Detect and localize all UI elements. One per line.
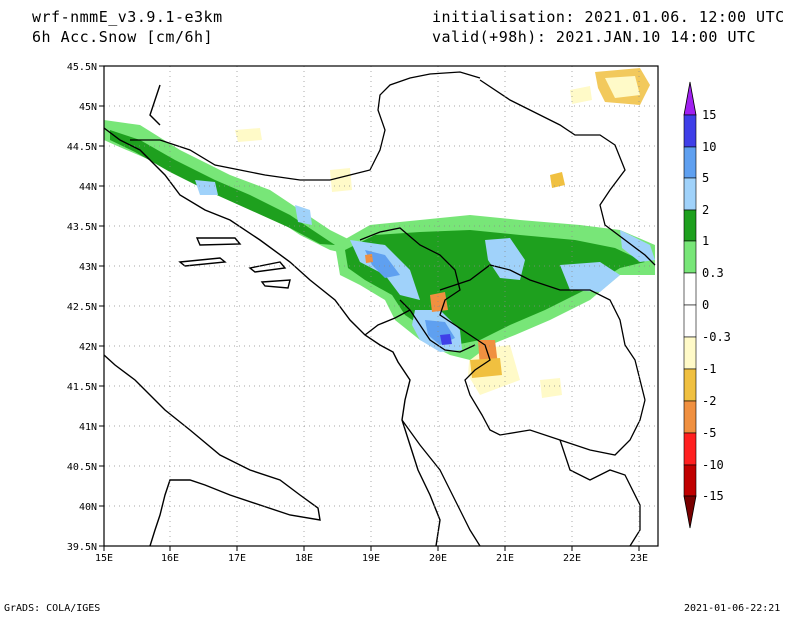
valid-time-label: valid(+98h): 2021.JAN.10 14:00 UTC bbox=[432, 28, 757, 46]
lon-label: 20E bbox=[429, 553, 447, 564]
colorbar-label: -0.3 bbox=[702, 330, 731, 344]
lon-label: 17E bbox=[228, 553, 246, 564]
snow-field bbox=[104, 68, 655, 398]
map-area bbox=[103, 65, 659, 547]
lon-label: 18E bbox=[295, 553, 313, 564]
colorbar-label: 10 bbox=[702, 140, 716, 154]
init-time-label: initialisation: 2021.01.06. 12:00 UTC bbox=[432, 8, 785, 26]
lat-label: 45.5N bbox=[67, 62, 97, 73]
colorbar-label: 15 bbox=[702, 108, 716, 122]
lat-axis: 45.5N 45N 44.5N 44N 43.5N 43N 42.5N 42N … bbox=[67, 62, 104, 553]
colorbar-label: -2 bbox=[702, 394, 716, 408]
lon-label: 22E bbox=[563, 553, 581, 564]
colorbar-label: -1 bbox=[702, 362, 716, 376]
grads-credit: GrADS: COLA/IGES bbox=[4, 603, 101, 614]
lat-label: 42.5N bbox=[67, 302, 97, 313]
lon-label: 23E bbox=[630, 553, 648, 564]
model-title: wrf-nmmE_v3.9.1-e3km bbox=[32, 8, 223, 26]
colorbar-label: -15 bbox=[702, 489, 724, 503]
colorbar-bottom-arrow bbox=[683, 495, 697, 529]
lat-label: 39.5N bbox=[67, 542, 97, 553]
lon-axis: 15E 16E 17E 18E 19E 20E 21E 22E 23E bbox=[95, 546, 648, 564]
colorbar-label: -5 bbox=[702, 426, 716, 440]
lat-label: 40.5N bbox=[67, 462, 97, 473]
lat-label: 42N bbox=[79, 342, 97, 353]
variable-title: 6h Acc.Snow [cm/6h] bbox=[32, 28, 214, 46]
render-timestamp: 2021-01-06-22:21 bbox=[684, 603, 781, 614]
colorbar-label: -10 bbox=[702, 458, 724, 472]
colorbar-label: 1 bbox=[702, 234, 709, 248]
lat-label: 43.5N bbox=[67, 222, 97, 233]
colorbar-label: 0.3 bbox=[702, 266, 724, 280]
colorbar-top-arrow bbox=[683, 81, 697, 116]
colorbar-label: 5 bbox=[702, 171, 709, 185]
lon-label: 16E bbox=[161, 553, 179, 564]
borders bbox=[130, 71, 656, 547]
grid-lines bbox=[104, 66, 658, 546]
coastlines bbox=[103, 84, 441, 547]
colorbar-label: 2 bbox=[702, 203, 709, 217]
lat-label: 44N bbox=[79, 182, 97, 193]
colorbar: 15 10 5 2 1 0.3 0 -0.3 -1 -2 -5 -10 -15 bbox=[683, 81, 731, 529]
lat-label: 43N bbox=[79, 262, 97, 273]
lon-label: 21E bbox=[496, 553, 514, 564]
lat-label: 45N bbox=[79, 102, 97, 113]
lon-label: 19E bbox=[362, 553, 380, 564]
colorbar-label: 0 bbox=[702, 298, 709, 312]
lat-label: 40N bbox=[79, 502, 97, 513]
lon-label: 15E bbox=[95, 553, 113, 564]
lat-label: 41.5N bbox=[67, 382, 97, 393]
lat-label: 44.5N bbox=[67, 142, 97, 153]
lat-label: 41N bbox=[79, 422, 97, 433]
